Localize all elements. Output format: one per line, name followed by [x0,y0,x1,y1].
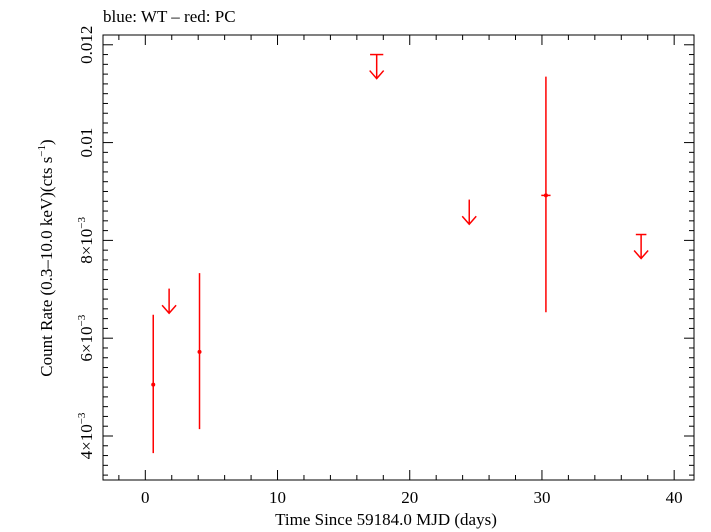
data-point [197,273,202,430]
chart-title: blue: WT – red: PC [103,7,236,26]
data-point [151,314,156,454]
y-tick-label: 4×10−3 [76,412,96,459]
x-tick-labels: 0 10 20 30 40 [141,488,683,507]
upper-limit [161,288,177,315]
x-tick-label: 30 [533,488,550,507]
y-axis-label-sup: −1 [36,145,48,157]
y-axis-label-end: ) [37,139,56,145]
y-tick-label: 8×10−3 [76,216,96,263]
upper-limit [633,233,649,260]
point-marker [151,382,156,387]
upper-limit [369,53,385,80]
upper-limit-arrowhead [161,304,177,315]
x-tick-label: 20 [401,488,418,507]
x-axis-label: Time Since 59184.0 MJD (days) [275,510,497,529]
y-tick-label: 6×10−3 [76,314,96,361]
y-axis-label: Count Rate (0.3–10.0 keV)(cts s−1) [36,139,56,376]
upper-limit-arrowhead [461,215,477,226]
point-marker [197,349,202,354]
upper-limit-arrowhead [369,70,385,80]
y-axis-label-main: Count Rate (0.3–10.0 keV)(cts s [37,157,56,377]
y-tick-label: 0.01 [77,128,96,158]
upper-limit [461,199,477,226]
plot-frame [102,34,695,481]
point-marker [543,193,548,198]
y-tick-label: 0.012 [77,26,96,64]
upper-limit-arrowhead [633,250,649,260]
y-tick-labels: 4×10−3 6×10−3 8×10−3 0.01 0.012 [76,26,96,460]
data-point [541,76,551,313]
x-tick-label: 0 [141,488,150,507]
data-marks [151,53,649,454]
axis-ticks [103,34,694,480]
x-tick-label: 10 [269,488,286,507]
x-tick-label: 40 [666,488,683,507]
